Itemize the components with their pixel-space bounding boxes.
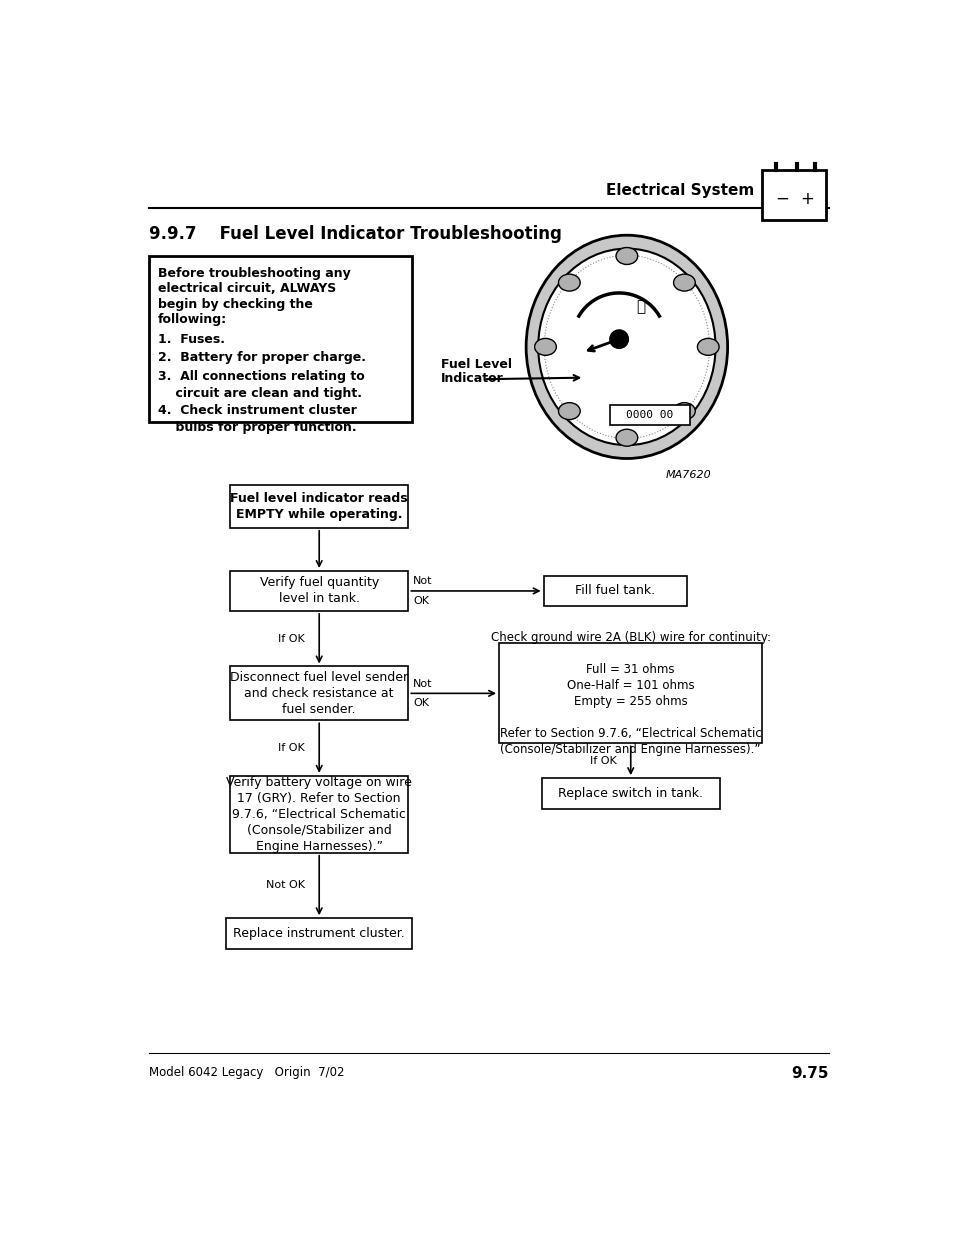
Ellipse shape <box>558 274 579 291</box>
Text: Replace instrument cluster.: Replace instrument cluster. <box>233 927 405 940</box>
Text: Check ground wire 2A (BLK) wire for continuity:

Full = 31 ohms
One-Half = 101 o: Check ground wire 2A (BLK) wire for cont… <box>490 631 770 756</box>
Text: If OK: If OK <box>278 743 305 753</box>
Text: Electrical System: Electrical System <box>606 183 754 198</box>
FancyBboxPatch shape <box>230 667 408 720</box>
Text: Verify battery voltage on wire
17 (GRY). Refer to Section
9.7.6, “Electrical Sch: Verify battery voltage on wire 17 (GRY).… <box>226 776 412 852</box>
FancyBboxPatch shape <box>541 778 720 809</box>
Ellipse shape <box>616 247 637 264</box>
Text: Replace switch in tank.: Replace switch in tank. <box>558 787 702 800</box>
Text: 2.  Battery for proper charge.: 2. Battery for proper charge. <box>158 352 366 364</box>
Ellipse shape <box>525 235 727 458</box>
Circle shape <box>609 330 628 348</box>
Text: 0000 00: 0000 00 <box>626 410 673 420</box>
Text: Not OK: Not OK <box>266 881 305 890</box>
Text: 9.75: 9.75 <box>791 1066 828 1081</box>
FancyBboxPatch shape <box>498 643 761 743</box>
FancyBboxPatch shape <box>543 576 686 606</box>
Text: OK: OK <box>413 698 429 708</box>
Ellipse shape <box>673 274 695 291</box>
Text: Model 6042 Legacy   Origin  7/02: Model 6042 Legacy Origin 7/02 <box>149 1066 344 1079</box>
FancyBboxPatch shape <box>230 571 408 611</box>
Text: Verify fuel quantity
level in tank.: Verify fuel quantity level in tank. <box>259 577 378 605</box>
Text: 4.  Check instrument cluster
    bulbs for proper function.: 4. Check instrument cluster bulbs for pr… <box>158 404 356 433</box>
Text: Fuel level indicator reads
EMPTY while operating.: Fuel level indicator reads EMPTY while o… <box>230 492 408 521</box>
Text: +: + <box>800 190 814 207</box>
Text: ⛽: ⛽ <box>636 299 645 315</box>
Text: Fuel Level
Indicator: Fuel Level Indicator <box>440 357 512 385</box>
Text: 1.  Fuses.: 1. Fuses. <box>158 333 225 346</box>
Text: 3.  All connections relating to
    circuit are clean and tight.: 3. All connections relating to circuit a… <box>158 370 364 400</box>
FancyBboxPatch shape <box>609 405 690 425</box>
Ellipse shape <box>534 338 556 356</box>
Text: electrical circuit, ALWAYS: electrical circuit, ALWAYS <box>158 282 335 295</box>
Text: MA7620: MA7620 <box>665 471 711 480</box>
Text: Before troubleshooting any: Before troubleshooting any <box>158 267 351 280</box>
FancyBboxPatch shape <box>149 256 412 421</box>
Text: begin by checking the: begin by checking the <box>158 298 313 310</box>
Text: Not: Not <box>413 577 432 587</box>
Ellipse shape <box>616 430 637 446</box>
Ellipse shape <box>558 403 579 420</box>
FancyBboxPatch shape <box>230 484 408 527</box>
Text: following:: following: <box>158 312 227 326</box>
Ellipse shape <box>537 248 715 445</box>
Ellipse shape <box>544 256 709 438</box>
Text: Fill fuel tank.: Fill fuel tank. <box>575 584 655 598</box>
FancyBboxPatch shape <box>230 776 408 852</box>
Ellipse shape <box>697 338 719 356</box>
Text: Disconnect fuel level sender
and check resistance at
fuel sender.: Disconnect fuel level sender and check r… <box>230 671 408 716</box>
Text: 9.9.7    Fuel Level Indicator Troubleshooting: 9.9.7 Fuel Level Indicator Troubleshooti… <box>149 225 561 243</box>
Ellipse shape <box>673 403 695 420</box>
Text: Not: Not <box>413 679 432 689</box>
Text: If OK: If OK <box>278 634 305 643</box>
FancyBboxPatch shape <box>226 918 412 948</box>
Text: OK: OK <box>413 595 429 605</box>
FancyBboxPatch shape <box>761 169 825 220</box>
Text: If OK: If OK <box>590 756 617 766</box>
Text: −: − <box>774 190 788 207</box>
